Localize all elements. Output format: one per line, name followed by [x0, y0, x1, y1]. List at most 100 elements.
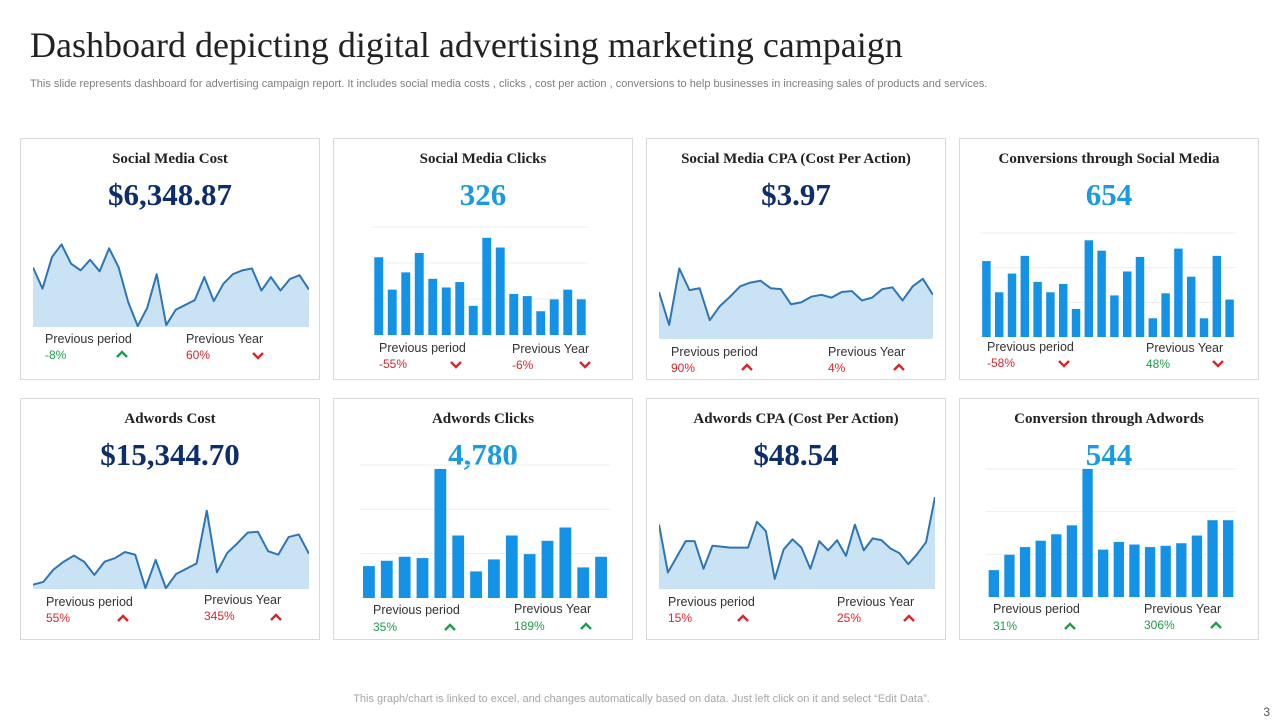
chevron-up-icon: [580, 622, 592, 630]
bar: [1084, 240, 1094, 337]
bar: [1135, 256, 1145, 337]
chevron-up-icon: [893, 363, 905, 371]
page-title: Dashboard depicting digital advertising …: [30, 25, 903, 65]
bar: [509, 293, 519, 335]
bar: [398, 556, 411, 598]
bar: [1004, 554, 1015, 597]
previous-period-label: Previous period: [46, 595, 133, 609]
bar: [441, 287, 451, 335]
previous-period-label: Previous period: [987, 340, 1074, 354]
bar: [1071, 308, 1081, 337]
kpi-card-conversions-social-media: Conversions through Social Media 654 Pre…: [959, 138, 1259, 380]
kpi-card-social-media-cost: Social Media Cost $6,348.87 Previous per…: [20, 138, 320, 380]
area-chart: [659, 267, 933, 339]
previous-period-percent: 35%: [373, 620, 398, 634]
bar: [468, 305, 478, 335]
bar: [1019, 547, 1031, 597]
card-title: Social Media CPA (Cost Per Action): [681, 151, 911, 167]
bar: [982, 261, 991, 337]
previous-year-label: Previous Year: [512, 342, 590, 356]
previous-period-percent: -8%: [45, 348, 67, 362]
bar: [488, 559, 500, 598]
previous-year-label: Previous Year: [1146, 341, 1224, 355]
previous-year-percent: 25%: [837, 611, 862, 625]
area-chart: [659, 496, 935, 589]
card-metric-value: 654: [1085, 177, 1133, 212]
previous-period-percent: 15%: [668, 611, 693, 625]
previous-period-label: Previous period: [373, 603, 460, 617]
bar: [470, 571, 482, 598]
previous-year-percent: 48%: [1146, 357, 1171, 371]
previous-period-label: Previous period: [45, 332, 132, 346]
bar: [1161, 293, 1170, 337]
previous-year-percent: 306%: [1144, 618, 1175, 632]
bar: [414, 252, 424, 335]
card-title: Conversions through Social Media: [998, 151, 1220, 167]
card-title: Social Media Clicks: [419, 151, 547, 167]
card-metric-value: 4,780: [448, 437, 518, 472]
kpi-card-adwords-cpa: Adwords CPA (Cost Per Action) $48.54 Pre…: [646, 398, 946, 640]
bar: [595, 556, 607, 598]
previous-period-label: Previous period: [379, 341, 466, 355]
previous-period-label: Previous period: [671, 345, 758, 359]
bar: [576, 299, 586, 335]
previous-period-percent: -58%: [987, 356, 1016, 370]
bar-chart: [980, 232, 1236, 337]
bar: [1058, 283, 1068, 337]
bar: [1148, 318, 1158, 337]
page-subtitle: This slide represents dashboard for adve…: [30, 78, 988, 90]
previous-year-label: Previous Year: [828, 345, 906, 359]
previous-year-percent: -6%: [512, 358, 534, 372]
bar: [541, 540, 554, 598]
bar: [1223, 520, 1234, 597]
bar: [401, 272, 411, 335]
bar: [1035, 540, 1046, 597]
previous-period-percent: 55%: [46, 611, 71, 625]
bar-chart: [360, 464, 610, 598]
bar: [1007, 273, 1017, 337]
chevron-up-icon: [1064, 622, 1076, 630]
bar: [363, 566, 375, 598]
bar: [1144, 547, 1156, 597]
previous-year-label: Previous Year: [837, 595, 915, 609]
bar: [1033, 281, 1042, 337]
kpi-card-adwords-clicks: Adwords Clicks 4,780 Previous period 35%…: [333, 398, 633, 640]
chevron-down-icon: [252, 352, 264, 360]
series-line: [659, 496, 935, 580]
bar: [1020, 255, 1030, 337]
bar: [1098, 549, 1109, 597]
previous-period-label: Previous period: [668, 595, 755, 609]
bar: [1129, 544, 1140, 597]
card-title: Conversion through Adwords: [1014, 411, 1204, 427]
page-number: 3: [1263, 705, 1270, 719]
previous-period-percent: 31%: [993, 619, 1018, 633]
bar: [1191, 535, 1203, 597]
bar: [482, 237, 492, 335]
bar: [1110, 295, 1119, 337]
previous-year-label: Previous Year: [204, 593, 282, 607]
area-chart: [33, 243, 309, 327]
bar: [1212, 255, 1222, 337]
card-metric-value: $3.97: [761, 177, 831, 212]
area-fill: [659, 497, 935, 589]
card-metric-value: 544: [1085, 437, 1133, 472]
previous-period-percent: 90%: [671, 361, 696, 375]
series-line: [33, 509, 309, 589]
area-fill: [33, 510, 309, 589]
bar: [563, 289, 573, 335]
bar: [1174, 248, 1183, 337]
bar-chart: [986, 468, 1236, 597]
bar: [387, 289, 397, 335]
area-chart: [33, 509, 309, 589]
bar: [559, 527, 572, 598]
bar: [495, 247, 505, 335]
previous-year-label: Previous Year: [514, 602, 592, 616]
bar: [434, 468, 447, 598]
bar: [577, 567, 590, 598]
card-title: Adwords Clicks: [431, 411, 535, 427]
area-fill: [33, 244, 309, 327]
bar: [1051, 534, 1062, 597]
bar: [1207, 520, 1218, 597]
bar: [380, 560, 393, 598]
previous-period-label: Previous period: [993, 602, 1080, 616]
